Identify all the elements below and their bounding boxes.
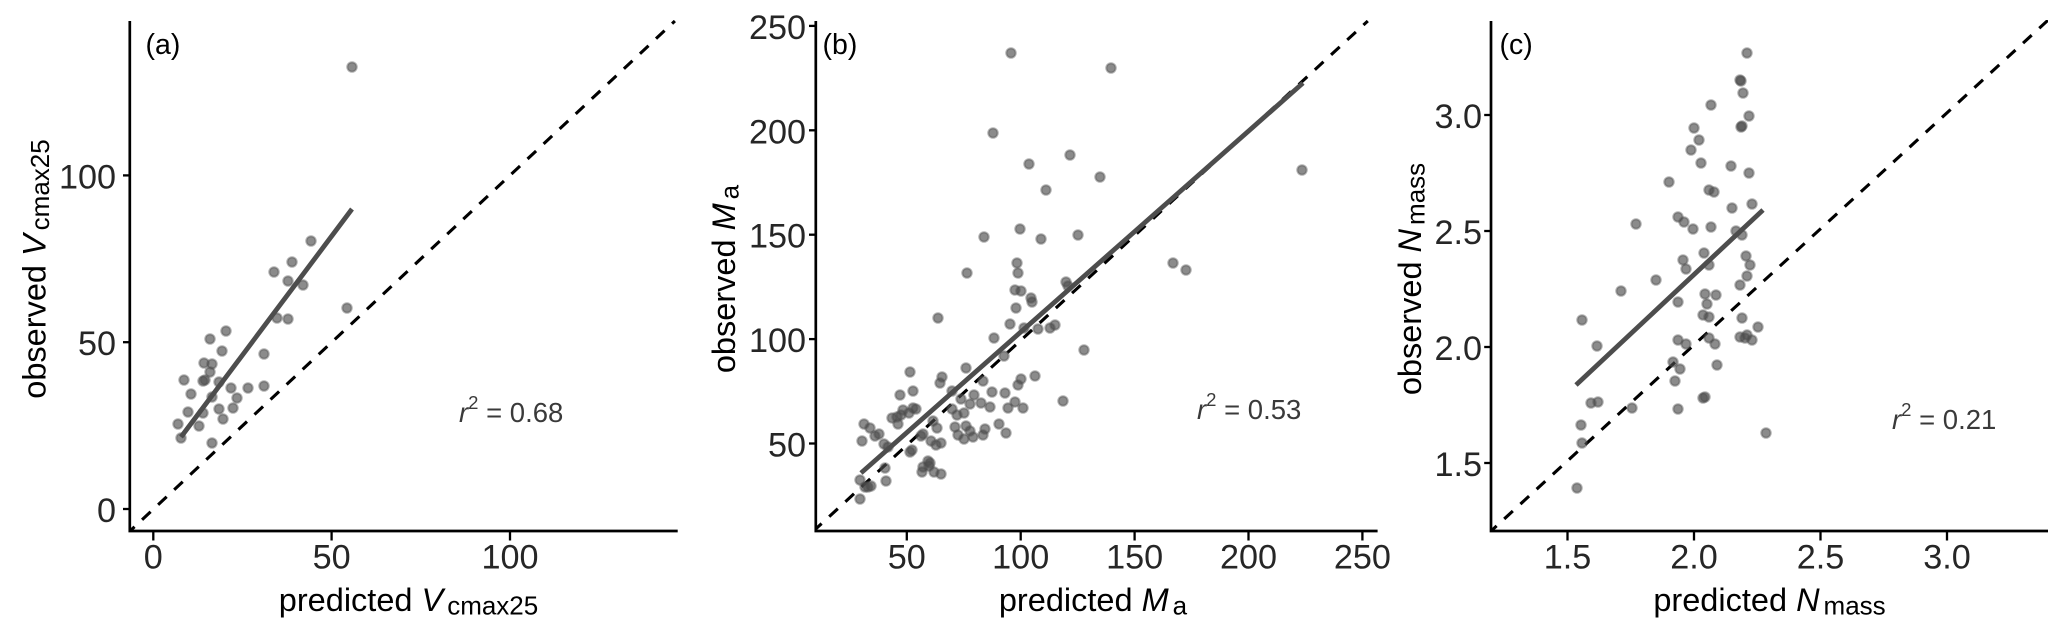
svg-text:150: 150 xyxy=(1106,538,1163,576)
svg-text:r2 = 0.53: r2 = 0.53 xyxy=(1197,389,1301,425)
svg-text:250: 250 xyxy=(749,9,806,47)
svg-text:0: 0 xyxy=(144,538,163,576)
svg-text:2.5: 2.5 xyxy=(1434,214,1482,252)
svg-text:(b): (b) xyxy=(823,29,858,61)
svg-text:2.0: 2.0 xyxy=(1670,538,1718,576)
svg-text:100: 100 xyxy=(59,158,116,196)
svg-text:3.0: 3.0 xyxy=(1923,538,1971,576)
svg-text:r2 = 0.68: r2 = 0.68 xyxy=(459,392,563,428)
svg-text:250: 250 xyxy=(1334,538,1391,576)
svg-text:50: 50 xyxy=(768,427,806,465)
svg-text:2.0: 2.0 xyxy=(1434,330,1482,368)
svg-text:50: 50 xyxy=(78,325,116,363)
svg-text:observed Ma: observed Ma xyxy=(706,184,745,373)
svg-text:100: 100 xyxy=(749,322,806,360)
svg-text:predicted Ma: predicted Ma xyxy=(999,582,1188,621)
svg-text:1.5: 1.5 xyxy=(1544,538,1592,576)
svg-text:150: 150 xyxy=(749,218,806,256)
svg-text:200: 200 xyxy=(749,113,806,151)
svg-text:r2 = 0.21: r2 = 0.21 xyxy=(1892,399,1996,435)
svg-text:2.5: 2.5 xyxy=(1797,538,1845,576)
svg-text:50: 50 xyxy=(888,538,926,576)
svg-text:50: 50 xyxy=(313,538,351,576)
svg-text:3.0: 3.0 xyxy=(1434,98,1482,136)
svg-text:0: 0 xyxy=(97,492,116,530)
svg-text:1.5: 1.5 xyxy=(1434,446,1482,484)
svg-text:200: 200 xyxy=(1220,538,1277,576)
svg-text:predicted Nmass: predicted Nmass xyxy=(1653,582,1885,621)
svg-text:(a): (a) xyxy=(146,29,181,61)
svg-text:100: 100 xyxy=(992,538,1049,576)
svg-text:(c): (c) xyxy=(1500,29,1533,61)
svg-text:100: 100 xyxy=(481,538,538,576)
